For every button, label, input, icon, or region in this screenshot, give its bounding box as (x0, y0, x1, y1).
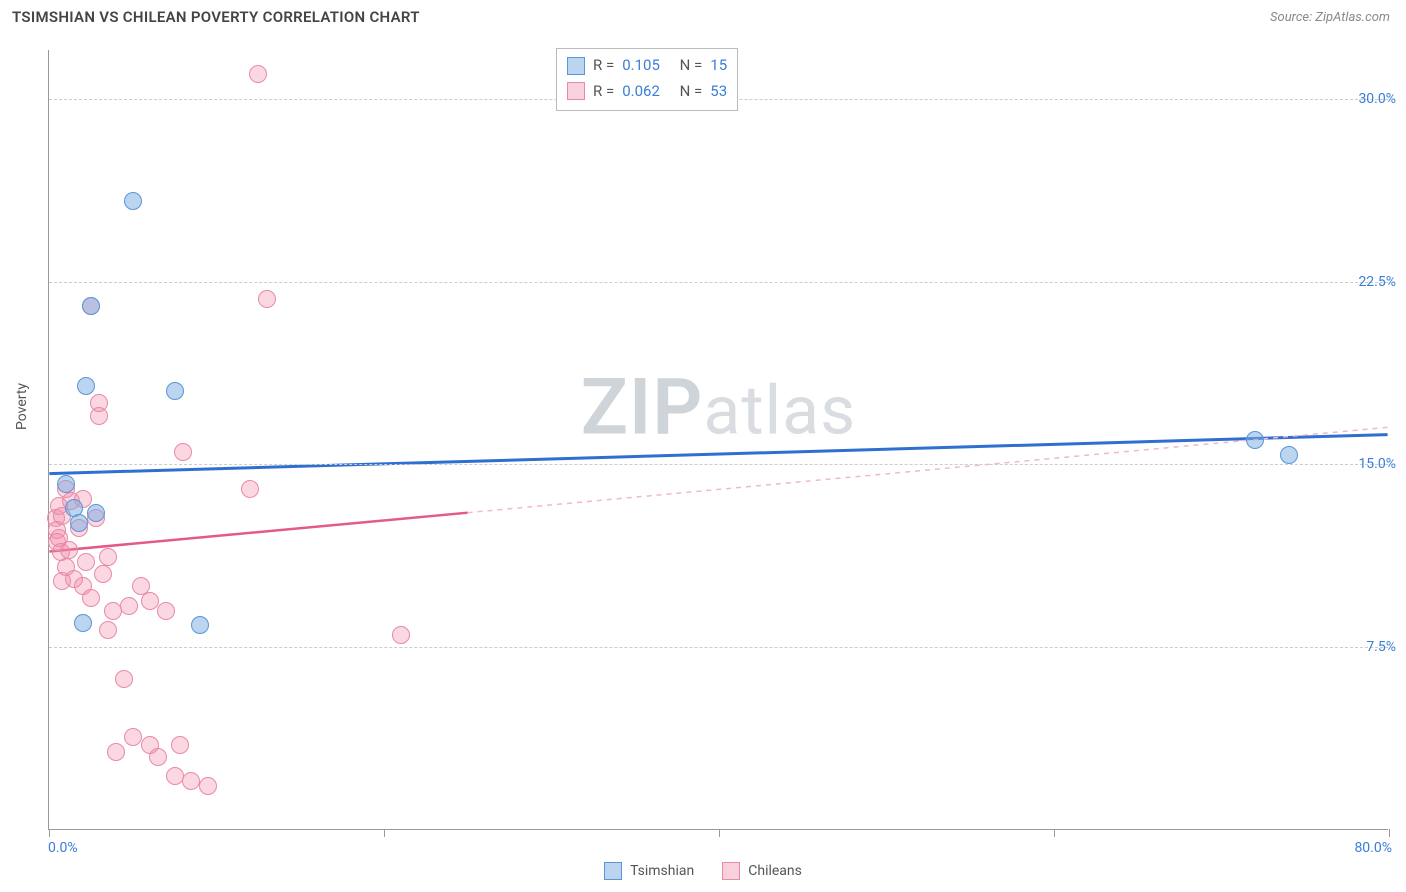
source-label: Source: ZipAtlas.com (1270, 10, 1390, 25)
scatter-point-chileans (392, 626, 410, 644)
swatch-blue-icon (604, 862, 622, 880)
scatter-point-tsimshian (57, 475, 75, 493)
y-tick-label: 30.0% (1358, 91, 1396, 107)
swatch-pink-icon (567, 82, 585, 100)
swatch-blue-icon (567, 57, 585, 75)
legend-item-tsimshian: Tsimshian (604, 862, 694, 880)
x-origin-label: 0.0% (48, 840, 78, 856)
gridline-h (49, 647, 1388, 648)
scatter-point-tsimshian (1280, 446, 1298, 464)
legend-item-chileans: Chileans (722, 862, 802, 880)
scatter-point-chileans (166, 767, 184, 785)
scatter-point-chileans (124, 728, 142, 746)
x-tick (719, 829, 720, 837)
scatter-point-chileans (90, 407, 108, 425)
scatter-point-chileans (104, 602, 122, 620)
gridline-h (49, 464, 1388, 465)
scatter-point-chileans (182, 772, 200, 790)
n-value: 15 (710, 53, 727, 79)
legend-row-chileans: R = 0.062 N = 53 (567, 79, 727, 105)
scatter-point-tsimshian (82, 297, 100, 315)
scatter-point-chileans (94, 565, 112, 583)
chart-title: TSIMSHIAN VS CHILEAN POVERTY CORRELATION… (12, 8, 420, 26)
scatter-point-tsimshian (77, 377, 95, 395)
swatch-pink-icon (722, 862, 740, 880)
n-value: 53 (710, 79, 727, 105)
watermark: ZIPatlas (581, 363, 857, 454)
r-value: 0.062 (622, 79, 660, 105)
scatter-point-chileans (99, 548, 117, 566)
y-tick-label: 22.5% (1358, 274, 1396, 290)
x-tick (1054, 829, 1055, 837)
correlation-legend: R = 0.105 N = 15 R = 0.062 N = 53 (556, 48, 738, 111)
scatter-point-tsimshian (166, 382, 184, 400)
r-label: R = (593, 79, 614, 105)
x-max-label: 80.0% (1354, 840, 1392, 856)
scatter-point-chileans (174, 443, 192, 461)
x-tick (384, 829, 385, 837)
scatter-point-chileans (99, 621, 117, 639)
r-value: 0.105 (622, 53, 660, 79)
n-label: N = (680, 79, 703, 105)
y-tick-label: 15.0% (1358, 456, 1396, 472)
scatter-point-tsimshian (87, 504, 105, 522)
x-tick (49, 829, 50, 837)
scatter-point-chileans (82, 589, 100, 607)
scatter-point-chileans (249, 65, 267, 83)
scatter-point-chileans (107, 743, 125, 761)
scatter-point-tsimshian (70, 514, 88, 532)
n-label: N = (680, 53, 703, 79)
r-label: R = (593, 53, 614, 79)
scatter-point-chileans (199, 777, 217, 795)
scatter-point-chileans (241, 480, 259, 498)
scatter-point-chileans (171, 736, 189, 754)
legend-label: Tsimshian (630, 863, 694, 879)
legend-row-tsimshian: R = 0.105 N = 15 (567, 53, 727, 79)
scatter-point-chileans (120, 597, 138, 615)
scatter-point-chileans (60, 541, 78, 559)
scatter-point-chileans (115, 670, 133, 688)
scatter-point-tsimshian (1246, 431, 1264, 449)
scatter-point-chileans (141, 592, 159, 610)
series-legend: Tsimshian Chileans (0, 862, 1406, 880)
y-axis-label: Poverty (14, 383, 30, 430)
legend-label: Chileans (748, 863, 802, 879)
scatter-point-tsimshian (124, 192, 142, 210)
scatter-point-chileans (258, 290, 276, 308)
scatter-point-chileans (77, 553, 95, 571)
scatter-point-chileans (157, 602, 175, 620)
scatter-point-tsimshian (74, 614, 92, 632)
gridline-h (49, 282, 1388, 283)
scatter-point-chileans (149, 748, 167, 766)
scatter-point-tsimshian (191, 616, 209, 634)
x-tick (1389, 829, 1390, 837)
y-tick-label: 7.5% (1366, 639, 1396, 655)
trend-lines-svg (49, 50, 1388, 829)
chart-plot-area: ZIPatlas (48, 50, 1388, 830)
